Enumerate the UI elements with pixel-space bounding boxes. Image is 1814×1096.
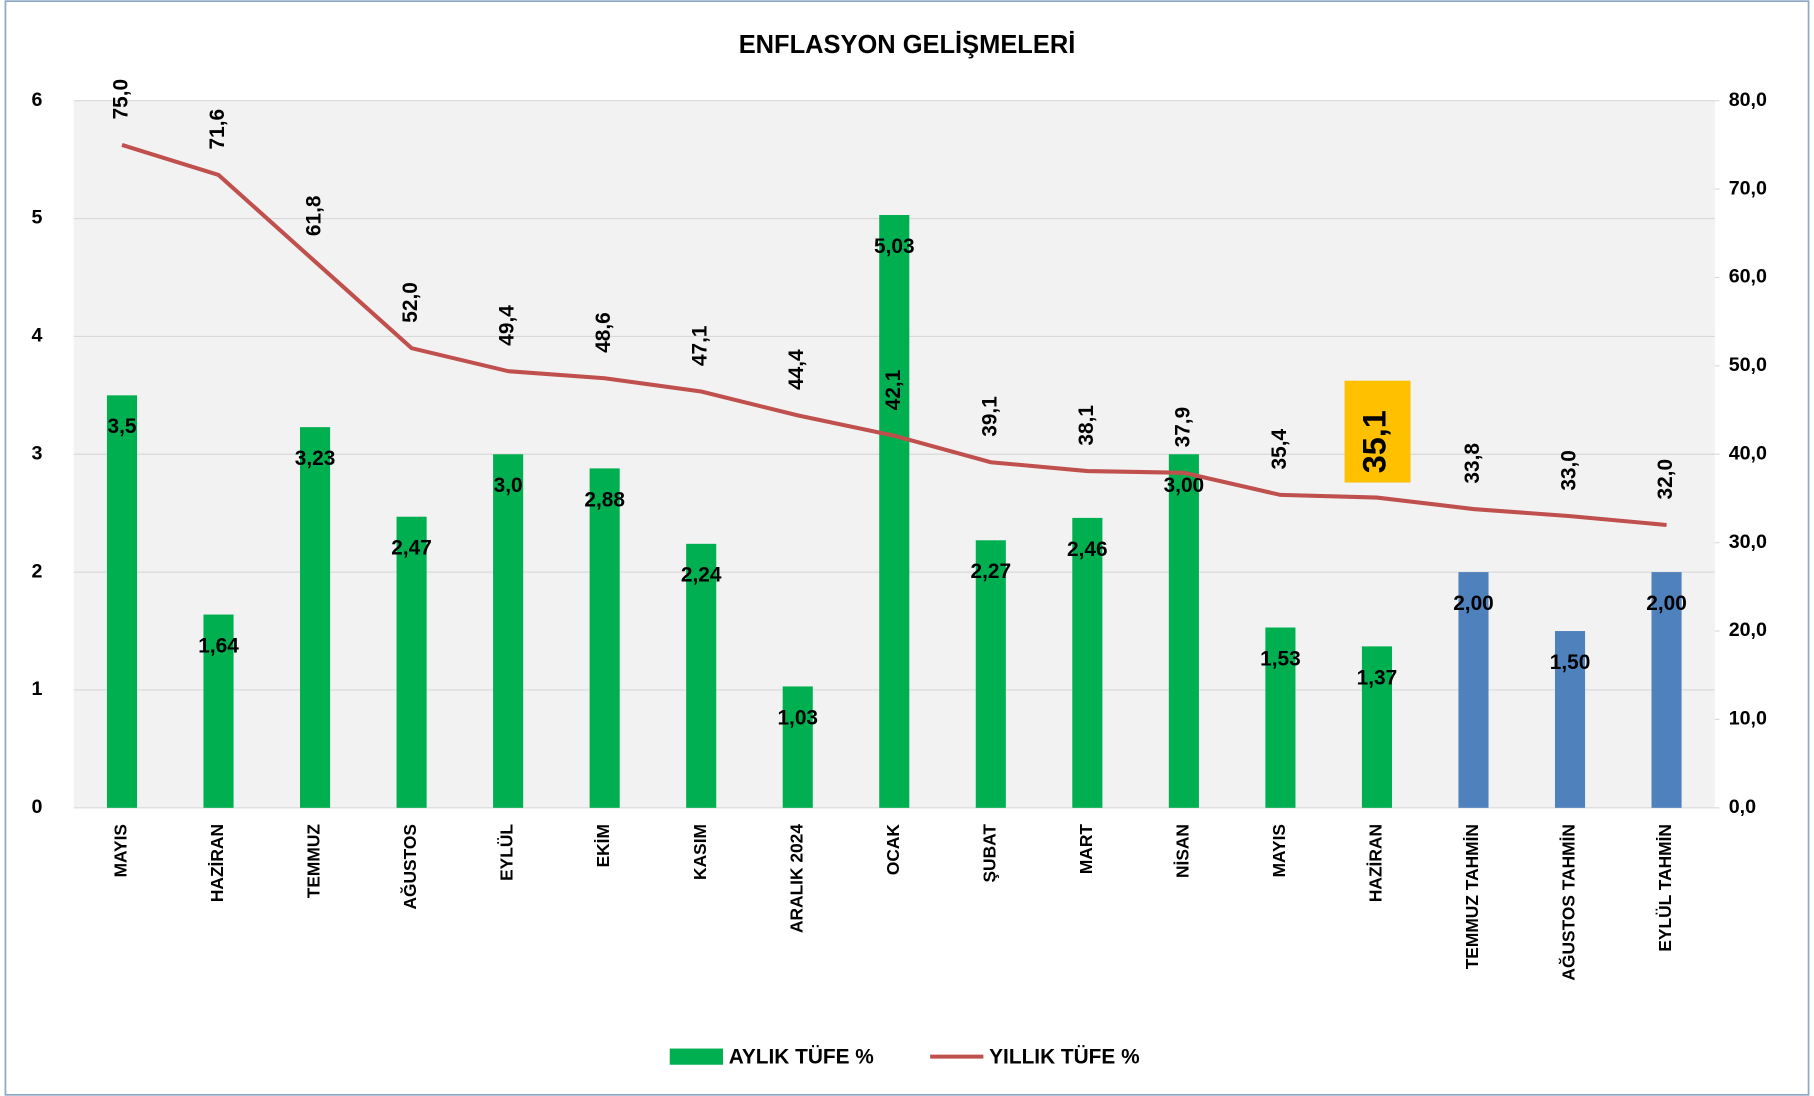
bar: [1651, 572, 1682, 808]
line-value-label: 32,0: [1654, 459, 1677, 500]
x-tick-label: TEMMUZ TAHMİN: [1462, 824, 1482, 969]
y2-tick-label: 80,0: [1729, 89, 1767, 111]
y-tick-label: 0: [32, 796, 43, 818]
y2-tick-label: 0,0: [1729, 796, 1756, 818]
line-value-label: 75,0: [109, 79, 132, 120]
bar-value-label: 3,0: [494, 474, 523, 497]
bar: [1554, 631, 1586, 808]
line-value-label: 39,1: [978, 396, 1001, 437]
y-tick-label: 3: [32, 442, 43, 464]
line: [121, 142, 1667, 527]
bar: [493, 454, 524, 808]
bar-value-label: 1,64: [198, 634, 239, 657]
x-tick-label: MAYIS: [1269, 824, 1289, 877]
y2-tick-label: 40,0: [1729, 442, 1767, 464]
bar: [1072, 517, 1103, 808]
y-tick-label: 6: [32, 89, 43, 111]
bar-value-label: 1,03: [777, 706, 818, 729]
x-tick-label: KASIM: [690, 824, 710, 880]
bar: [589, 468, 620, 808]
bar-value-label: 3,23: [295, 447, 336, 470]
bar-value-label: 3,00: [1164, 474, 1205, 497]
y2-tick-label: 50,0: [1729, 354, 1767, 376]
bar-value-label: 2,47: [391, 537, 432, 560]
bar-value-label: 1,50: [1550, 651, 1591, 674]
y-tick-label: 5: [32, 207, 43, 229]
y-tick-label: 2: [32, 560, 43, 582]
chart-title: ENFLASYON GELİŞMELERİ: [739, 31, 1076, 59]
line-value-label: 49,4: [496, 305, 519, 346]
bar: [203, 614, 234, 808]
bar: [686, 543, 717, 808]
bar-value-label: 2,88: [584, 488, 625, 511]
x-tick-label: TEMMUZ: [304, 824, 324, 899]
line-value-label: 37,9: [1171, 407, 1194, 448]
bar-value-label: 1,53: [1260, 647, 1301, 670]
bar: [300, 427, 331, 808]
x-tick-label: HAZİRAN: [1366, 824, 1386, 902]
x-tick-label: OCAK: [883, 824, 903, 876]
x-tick-label: AĞUSTOS TAHMİN: [1559, 824, 1579, 981]
x-tick-label: EKİM: [593, 824, 613, 867]
bar-value-label: 2,00: [1646, 592, 1687, 615]
bar: [1168, 454, 1199, 808]
y2-tick-label: 60,0: [1729, 266, 1767, 288]
line-value-label: 33,0: [1558, 450, 1581, 491]
line-value-label: 35,4: [1268, 429, 1291, 470]
y2-tick-label: 10,0: [1729, 708, 1767, 730]
bar: [396, 516, 427, 808]
line-value-label: 47,1: [689, 325, 712, 366]
bar-value-label: 2,00: [1453, 592, 1494, 615]
x-tick-label: AĞUSTOS: [400, 824, 420, 910]
highlighted-value-label: 35,1: [1357, 410, 1393, 473]
bar: [879, 215, 910, 808]
y2-tick-label: 20,0: [1729, 619, 1767, 641]
bar: [975, 540, 1006, 808]
bar-value-label: 2,24: [681, 564, 722, 587]
bar-value-label: 2,46: [1067, 538, 1108, 561]
x-tick-label: ARALIK 2024: [786, 824, 806, 933]
x-tick-label: EYLÜL TAHMİN: [1655, 824, 1675, 952]
y-tick-label: 4: [32, 325, 43, 347]
bar-value-label: 3,5: [107, 415, 136, 438]
line-value-label: 44,4: [785, 349, 808, 390]
line-value-label: 42,1: [882, 370, 905, 411]
x-tick-label: EYLÜL: [497, 824, 517, 881]
line-value-label: 48,6: [592, 312, 615, 353]
x-tick-label: ŞUBAT: [979, 824, 999, 883]
bar: [106, 395, 138, 808]
bar: [1458, 572, 1489, 808]
line-value-label: 71,6: [206, 109, 229, 150]
line-value-label: 33,8: [1461, 443, 1484, 484]
y2-tick-label: 30,0: [1729, 531, 1767, 553]
y2-tick-label: 70,0: [1729, 177, 1767, 199]
y-tick-label: 1: [32, 678, 43, 700]
legend-swatch: [669, 1048, 723, 1065]
bar-value-label: 1,37: [1357, 666, 1398, 689]
x-tick-label: MART: [1076, 824, 1096, 875]
x-tick-label: MAYIS: [111, 824, 131, 877]
bar: [1361, 646, 1392, 808]
x-tick-label: HAZİRAN: [207, 824, 227, 902]
x-tick-label: NİSAN: [1172, 824, 1192, 878]
bar-value-label: 2,27: [971, 560, 1012, 583]
bar: [1265, 627, 1296, 808]
line-value-label: 52,0: [399, 282, 422, 323]
legend-label: YILLIK TÜFE %: [989, 1045, 1139, 1068]
legend-label: AYLIK TÜFE %: [729, 1045, 874, 1068]
bar: [782, 686, 813, 808]
bar-value-label: 5,03: [874, 235, 915, 258]
line-value-label: 61,8: [303, 196, 326, 237]
label-highlight: [1344, 380, 1411, 483]
line-value-label: 38,1: [1075, 405, 1098, 446]
